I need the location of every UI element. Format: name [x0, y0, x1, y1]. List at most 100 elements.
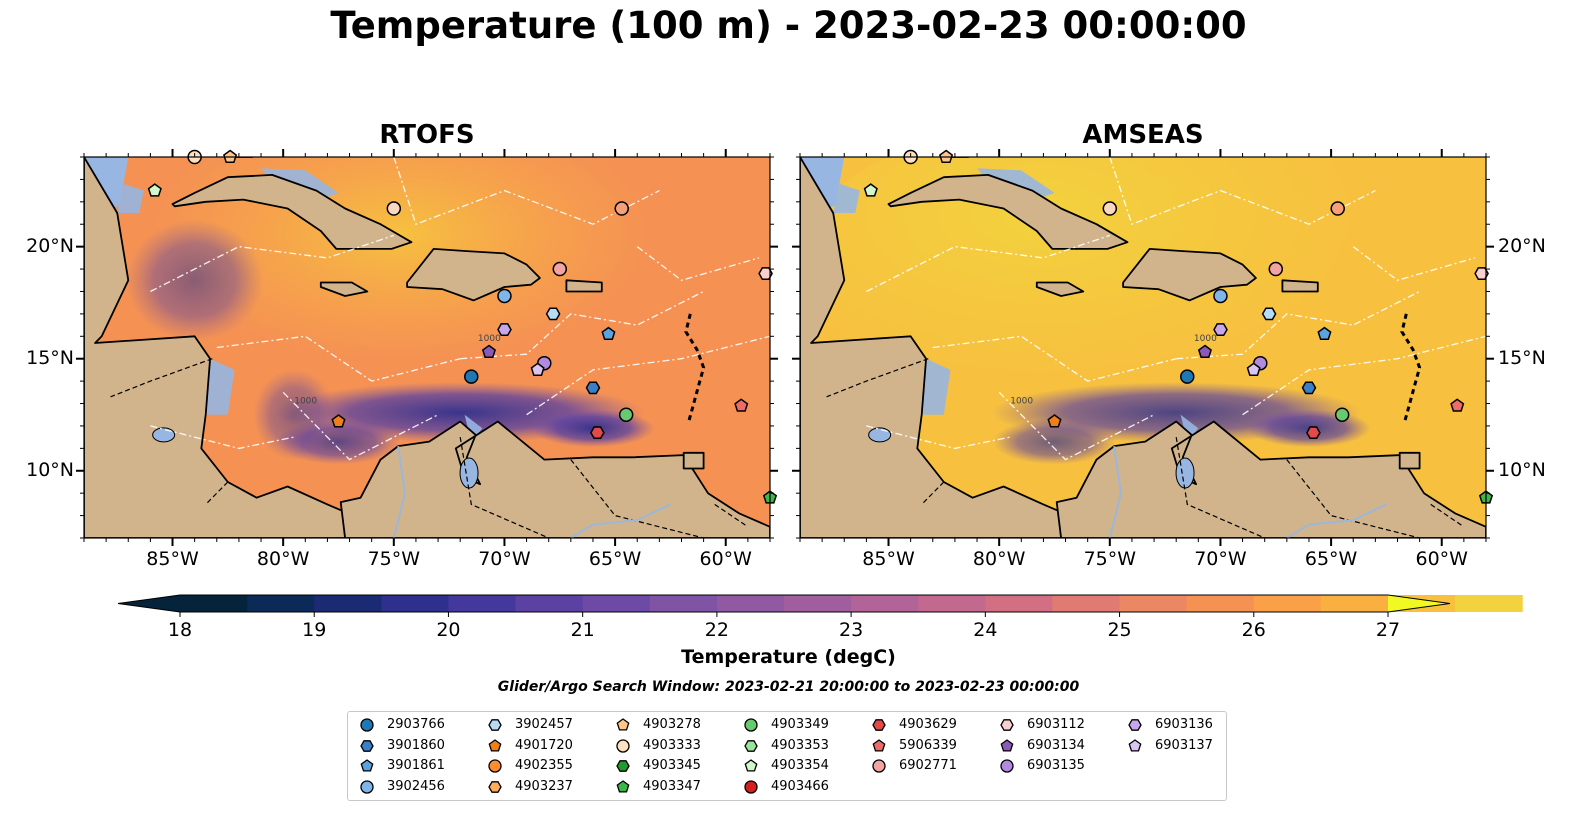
rtofs-map-panel: 1000 1000	[76, 149, 778, 546]
pentagon-marker-icon	[744, 759, 758, 772]
legend-item-label: 3901861	[387, 758, 445, 773]
colorbar-bin	[1455, 595, 1523, 612]
colorbar-tick-label: 20	[436, 619, 460, 641]
circle-marker-icon	[1000, 759, 1014, 773]
colorbar-bin	[314, 595, 382, 612]
float-marker	[497, 323, 512, 336]
float-marker	[758, 267, 773, 280]
colorbar-bin	[716, 595, 785, 612]
colorbar-bin	[381, 595, 449, 612]
lon-tick-label: 80°W	[256, 548, 310, 570]
pentagon-marker-icon	[1000, 738, 1014, 752]
legend-item-label: 4903354	[771, 758, 829, 773]
figure-title: Temperature (100 m) - 2023-02-23 00:00:0…	[330, 4, 1247, 47]
legend-item-label: 6903136	[1155, 717, 1213, 732]
float-marker	[1330, 201, 1345, 216]
lon-tick-label: 80°W	[972, 548, 1026, 570]
float-marker	[1268, 261, 1284, 277]
colorbar-tick-label: 18	[168, 619, 192, 641]
lon-tick-label: 70°W	[478, 548, 531, 570]
colorbar-bin	[1253, 595, 1322, 612]
float-marker	[545, 307, 561, 321]
hexagon-marker-icon	[744, 739, 758, 752]
colorbar-bin	[515, 595, 584, 612]
circle-marker-icon	[360, 779, 374, 794]
colorbar-tick-label: 19	[302, 619, 326, 641]
legend-item-label: 4902355	[515, 758, 573, 773]
float-marker	[1261, 307, 1277, 321]
colorbar-tick-label: 26	[1242, 619, 1266, 641]
colorbar-bin	[1186, 595, 1255, 612]
search-window-text: Glider/Argo Search Window: 2023-02-21 20…	[497, 679, 1080, 695]
hexagon-marker-icon	[1000, 719, 1014, 731]
colorbar-label: Temperature (degC)	[681, 646, 896, 668]
legend-item-label: 6902771	[899, 758, 957, 773]
contour-label: 1000	[1194, 334, 1217, 344]
float-marker	[1246, 362, 1261, 376]
colorbar-bin	[1320, 595, 1389, 612]
float-marker	[734, 398, 749, 412]
float-marker	[1450, 398, 1465, 412]
colorbar-bin	[985, 595, 1053, 612]
legend-item-label: 4903237	[515, 778, 573, 794]
colorbar-tick-label: 27	[1376, 619, 1400, 641]
legend-item-label: 4903333	[643, 737, 701, 753]
float-marker	[1306, 426, 1321, 440]
float-marker	[614, 201, 629, 216]
legend-item-label: 4903353	[771, 737, 829, 753]
lat-tick-label: 20°N	[1498, 234, 1546, 257]
float-marker	[552, 261, 568, 277]
hexagon-marker-icon	[872, 719, 886, 731]
float-marker	[618, 407, 634, 422]
colorbar-tick-label: 24	[973, 619, 997, 641]
float-marker	[1102, 201, 1118, 216]
contour-label: 1000	[1010, 397, 1033, 407]
pentagon-marker-icon	[360, 759, 374, 772]
float-marker	[585, 381, 601, 395]
circle-marker-icon	[488, 759, 502, 773]
lon-tick-label: 60°W	[1415, 548, 1468, 570]
colorbar-bin	[1052, 595, 1121, 612]
float-marker	[863, 183, 878, 197]
float-marker	[590, 426, 605, 440]
float-marker	[464, 369, 479, 384]
circle-marker-icon	[744, 779, 758, 794]
legend-item-label: 3902456	[387, 778, 445, 794]
legend-item-label: 2903766	[387, 717, 445, 732]
colorbar-tick-label: 25	[1107, 619, 1131, 641]
colorbar-bin	[247, 595, 315, 612]
float-marker	[386, 201, 402, 216]
legend-item-label: 6903135	[1027, 758, 1085, 773]
float-marker	[601, 326, 616, 341]
pentagon-marker-icon	[616, 718, 630, 731]
circle-marker-icon	[744, 718, 758, 732]
legend-item-label: 3902457	[515, 717, 573, 732]
colorbar-bin	[582, 595, 651, 612]
lon-tick-label: 85°W	[146, 548, 199, 570]
float-marker	[1301, 381, 1317, 395]
colorbar-bin	[448, 595, 517, 612]
lon-tick-label: 70°W	[1194, 548, 1247, 570]
rtofs-panel-title: RTOFS	[379, 120, 475, 150]
float-marker	[147, 183, 162, 197]
legend-item-label: 4903347	[643, 778, 701, 794]
pentagon-marker-icon	[488, 738, 502, 752]
colorbar-bin	[180, 595, 248, 612]
pentagon-marker-icon	[1128, 738, 1142, 752]
hexagon-marker-icon	[616, 760, 630, 772]
float-marker	[1317, 326, 1332, 341]
lat-tick-label: 20°N	[26, 234, 74, 257]
legend-item-label: 5906339	[899, 737, 957, 753]
circle-marker-icon	[872, 759, 886, 773]
colorbar: 18 19 20 21 22 23 24 25 26 27	[117, 594, 1523, 641]
circle-marker-icon	[616, 738, 630, 753]
colorbar-bin	[851, 595, 919, 612]
contour-label: 1000	[294, 397, 317, 407]
lat-tick-label: 15°N	[26, 346, 74, 369]
legend-item-label: 4901720	[515, 737, 573, 753]
float-legend: 2903766 3901860 3901861 3902456 3902457 49017…	[347, 711, 1227, 801]
legend-item-label: 6903137	[1155, 737, 1213, 753]
float-marker	[1197, 344, 1212, 358]
float-marker	[1213, 288, 1228, 304]
